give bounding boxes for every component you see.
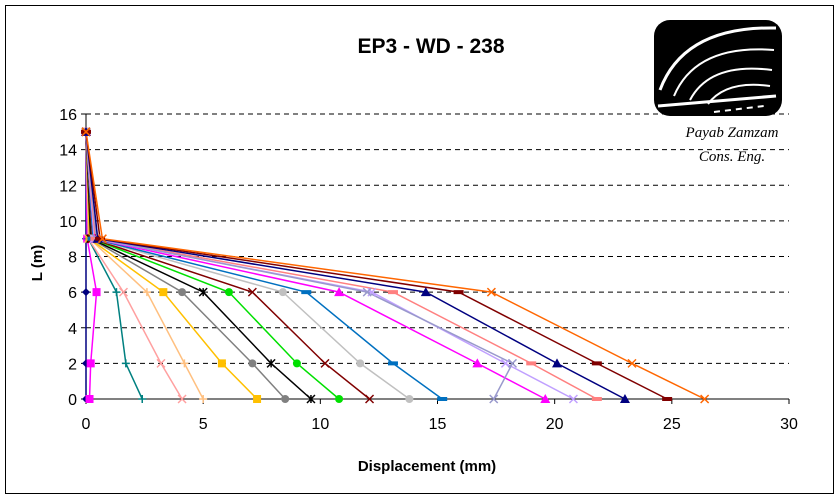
series-9-point (224, 288, 233, 297)
series-10-point (247, 287, 257, 297)
annotation-line-2: Cons. Eng. (699, 149, 765, 165)
series-19-point (486, 287, 496, 297)
series-17-point (552, 358, 563, 368)
series-12-point (387, 361, 398, 366)
x-tick-label: 0 (82, 416, 91, 433)
series-7-point (248, 359, 257, 368)
series-19-point (97, 234, 107, 244)
series-7-point (178, 288, 187, 297)
series-line-10 (85, 131, 371, 400)
series-line-19 (85, 131, 705, 400)
y-tick-label: 14 (59, 143, 77, 160)
chart-frame: EP3 - WD - 238 0 2 4 6 8 10 12 14 16 0 5 10 15 20 25 30… (5, 5, 834, 494)
x-tick-label: 5 (199, 416, 208, 433)
series-19-point (700, 394, 710, 404)
series-15-point (387, 290, 398, 295)
series-12-point (301, 290, 312, 295)
series-4-point (156, 358, 166, 368)
series-15-point (591, 397, 602, 401)
series-3-point (112, 288, 121, 297)
series-18-point (95, 236, 106, 241)
series-16-point (489, 394, 499, 404)
series-1-point (82, 288, 90, 297)
x-tick-label: 15 (429, 416, 447, 433)
series-5-point (142, 288, 151, 297)
x-tick-label: 25 (663, 416, 681, 433)
series-line-4 (85, 131, 183, 400)
series-11-point (278, 288, 287, 297)
y-tick-label: 10 (59, 214, 77, 231)
series-3-point (138, 395, 147, 403)
series-18-point (591, 361, 602, 366)
x-tick-label: 10 (311, 416, 329, 433)
series-5-point (180, 359, 189, 368)
series-8-point (306, 394, 316, 404)
series-8-point (198, 287, 208, 297)
x-tick-label: 20 (546, 416, 564, 433)
x-tick-label: 30 (780, 416, 798, 433)
series-line-15 (85, 131, 598, 400)
series-11-point (405, 395, 414, 403)
series-line-3 (85, 131, 143, 400)
series-2-point (85, 395, 94, 403)
y-tick-label: 2 (68, 356, 77, 373)
tunnel-logo-icon (654, 20, 782, 116)
series-6-point (253, 395, 262, 403)
series-8-point (266, 358, 276, 368)
series-17-point (619, 394, 630, 403)
series-10-point (320, 358, 330, 368)
series-19-point (627, 358, 637, 368)
series-13-point (540, 394, 551, 403)
series-6-point (159, 288, 168, 297)
series-7-point (281, 395, 290, 403)
series-16-point (362, 287, 372, 297)
chart-title: EP3 - WD - 238 (357, 35, 504, 58)
series-4-point (177, 394, 187, 404)
series-13-point (334, 287, 345, 297)
series-18-point (662, 397, 673, 401)
series-4-point (118, 287, 129, 297)
y-tick-label: 16 (59, 107, 77, 124)
series-6-point (217, 359, 226, 368)
y-tick-label: 12 (59, 178, 77, 195)
y-tick-label: 0 (68, 392, 77, 409)
series-10-point (365, 394, 375, 404)
series-16-point (507, 358, 518, 368)
series-13-point (472, 358, 483, 368)
series-14-point (568, 394, 578, 404)
y-tick-label: 4 (68, 321, 77, 338)
series-18-point (453, 290, 464, 295)
annotation-line-1: Payab Zamzam (685, 125, 779, 141)
y-tick-label: 8 (68, 250, 77, 267)
plot-area: 0 2 4 6 8 10 12 14 16 0 5 10 15 20 25 30 (59, 107, 798, 433)
series-15-point (526, 361, 537, 366)
x-axis-title: Displacement (mm) (358, 458, 496, 475)
series-3-point (121, 359, 130, 368)
series-11-point (356, 359, 365, 368)
y-axis-title: L (m) (29, 245, 46, 281)
series-14-point (500, 358, 510, 368)
series-2-point (92, 288, 101, 297)
chart-svg: EP3 - WD - 238 0 2 4 6 8 10 12 14 16 0 5 10 15 20 25 30… (29, 20, 798, 475)
series-9-point (292, 359, 301, 368)
series-19-point (81, 127, 91, 137)
series-2-point (86, 359, 95, 368)
y-tick-label: 6 (68, 285, 77, 302)
series-5-point (199, 395, 208, 403)
series-9-point (335, 395, 344, 403)
series-12-point (437, 397, 448, 401)
series-17-point (420, 287, 431, 297)
series-line-13 (85, 131, 546, 400)
